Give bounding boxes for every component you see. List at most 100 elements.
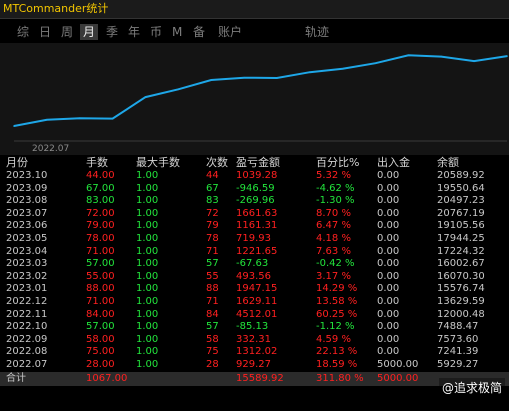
table-row[interactable]: 2022.11 84.00 1.00 84 4512.01 60.25 % 0.00 1200… bbox=[0, 309, 509, 322]
cell-count: 44 bbox=[206, 170, 219, 181]
cell-count: 71 bbox=[206, 295, 219, 307]
cell-month: 2022.11 bbox=[6, 308, 48, 320]
column-header[interactable]: 百分比% bbox=[316, 156, 360, 169]
table-total-row: 合计 1067.00 15589.92 311.80 % 5000.00 bbox=[0, 371, 509, 386]
cell-lots: 79.00 bbox=[86, 220, 115, 232]
cell-flow: 0.00 bbox=[377, 308, 400, 320]
cell-month: 2023.04 bbox=[6, 245, 48, 257]
tab-quarter[interactable]: 季 bbox=[106, 25, 119, 39]
watermark: @追求极简 bbox=[438, 378, 505, 397]
tab-account[interactable]: 账户 bbox=[218, 25, 243, 39]
cell-max-lots: 1.00 bbox=[136, 346, 159, 358]
table-row[interactable]: 2022.08 75.00 1.00 75 1312.02 22.13 % 0.00 7241… bbox=[0, 346, 509, 359]
total-pnl: 15589.92 bbox=[236, 372, 284, 384]
data-point bbox=[46, 118, 48, 121]
cell-pct: -4.62 % bbox=[316, 182, 355, 194]
column-header[interactable]: 最大手数 bbox=[136, 156, 180, 169]
table-row[interactable]: 2022.10 57.00 1.00 57 -85.13 -1.12 % 0.00 7488.… bbox=[0, 321, 509, 334]
cell-max-lots: 1.00 bbox=[136, 283, 159, 295]
app-title: MTCommander统计 bbox=[3, 2, 109, 15]
monthly-stats-table: 月份 手数 最大手数 次数 盈亏金额 百分比% 出入金 余额 2023.10 44.00 1.00… bbox=[0, 155, 509, 411]
cell-lots: 57.00 bbox=[86, 321, 115, 333]
cell-lots: 71.00 bbox=[86, 295, 115, 307]
tab-week[interactable]: 周 bbox=[61, 25, 74, 39]
table-row[interactable]: 2023.01 88.00 1.00 88 1947.15 14.29 % 0.00 1557… bbox=[0, 283, 509, 296]
table-row[interactable]: 2023.04 71.00 1.00 71 1221.65 7.63 % 0.00 17224… bbox=[0, 246, 509, 259]
cell-balance: 16070.30 bbox=[437, 270, 485, 282]
balance-series-line bbox=[13, 54, 508, 127]
column-header[interactable]: 余额 bbox=[437, 156, 459, 169]
cell-flow: 0.00 bbox=[377, 232, 400, 244]
table-row[interactable]: 2023.05 78.00 1.00 78 719.93 4.18 % 0.00 17944.… bbox=[0, 233, 509, 246]
cell-count: 88 bbox=[206, 283, 219, 295]
tab-month[interactable]: 月 bbox=[80, 24, 99, 40]
table-row[interactable]: 2022.09 58.00 1.00 58 332.31 4.59 % 0.00 7573.6… bbox=[0, 334, 509, 347]
cell-max-lots: 1.00 bbox=[136, 245, 159, 257]
cell-month: 2023.06 bbox=[6, 220, 48, 232]
table-row[interactable]: 2022.07 28.00 1.00 28 929.27 18.59 % 5000.00 59… bbox=[0, 359, 509, 372]
cell-balance: 20767.19 bbox=[437, 207, 485, 219]
table-row[interactable]: 2023.08 83.00 1.00 83 -269.96 -1.30 % 0.00 2049… bbox=[0, 195, 509, 208]
cell-pct: 14.29 % bbox=[316, 283, 358, 295]
column-header[interactable]: 次数 bbox=[206, 156, 228, 169]
cell-pnl: -67.63 bbox=[236, 258, 269, 270]
table-row[interactable]: 2023.06 79.00 1.00 79 1161.31 6.47 % 0.00 19105… bbox=[0, 220, 509, 233]
data-point bbox=[13, 125, 15, 127]
cell-max-lots: 1.00 bbox=[136, 195, 159, 207]
cell-pct: -0.42 % bbox=[316, 258, 355, 270]
cell-pnl: 332.31 bbox=[236, 333, 271, 345]
cell-pct: 4.18 % bbox=[316, 232, 351, 244]
tab-year[interactable]: 年 bbox=[128, 25, 141, 39]
column-header[interactable]: 盈亏金额 bbox=[236, 156, 280, 169]
column-header[interactable]: 出入金 bbox=[377, 156, 410, 169]
cell-pnl: 1039.28 bbox=[236, 170, 278, 181]
table-row[interactable]: 2022.12 71.00 1.00 71 1629.11 13.58 % 0.00 1362… bbox=[0, 296, 509, 309]
cell-pct: 5.32 % bbox=[316, 170, 351, 181]
cell-flow: 0.00 bbox=[377, 270, 400, 282]
tab-m[interactable]: M bbox=[172, 25, 183, 39]
column-header[interactable]: 月份 bbox=[6, 156, 28, 169]
cell-balance: 15576.74 bbox=[437, 283, 485, 295]
table-row[interactable]: 2023.07 72.00 1.00 72 1661.63 8.70 % 0.00 20767… bbox=[0, 208, 509, 221]
data-point bbox=[144, 96, 147, 98]
cell-lots: 72.00 bbox=[86, 207, 115, 219]
cell-lots: 88.00 bbox=[86, 283, 115, 295]
cell-balance: 7573.60 bbox=[437, 333, 479, 345]
tab-note[interactable]: 备 bbox=[193, 25, 206, 39]
tab-day[interactable]: 日 bbox=[39, 25, 52, 39]
cell-count: 67 bbox=[206, 182, 219, 194]
table-row[interactable]: 2023.10 44.00 1.00 44 1039.28 5.32 % 0.00 20589… bbox=[0, 170, 509, 183]
data-point bbox=[210, 79, 212, 81]
cell-count: 28 bbox=[206, 358, 219, 370]
table-row[interactable]: 2023.03 57.00 1.00 57 -67.63 -0.42 % 0.00 16002… bbox=[0, 258, 509, 271]
cell-pnl: 1161.31 bbox=[236, 220, 278, 232]
cell-pct: -1.30 % bbox=[316, 195, 355, 207]
cell-balance: 13629.59 bbox=[437, 295, 485, 307]
cell-month: 2022.12 bbox=[6, 295, 48, 307]
cell-count: 79 bbox=[206, 220, 219, 232]
cell-balance: 17944.25 bbox=[437, 232, 485, 244]
cell-max-lots: 1.00 bbox=[136, 170, 159, 181]
total-lots: 1067.00 bbox=[86, 372, 128, 384]
data-point bbox=[407, 54, 410, 57]
cell-month: 2023.05 bbox=[6, 232, 48, 244]
column-header[interactable]: 手数 bbox=[86, 156, 108, 169]
tab-currency[interactable]: 币 bbox=[150, 25, 163, 39]
cell-month: 2023.09 bbox=[6, 182, 48, 194]
cell-count: 84 bbox=[206, 308, 219, 320]
cell-flow: 0.00 bbox=[377, 295, 400, 307]
table-row[interactable]: 2023.09 67.00 1.00 67 -946.59 -4.62 % 0.00 1955… bbox=[0, 183, 509, 196]
table-row[interactable]: 2023.02 55.00 1.00 55 493.56 3.17 % 0.00 16070.… bbox=[0, 271, 509, 284]
cell-pnl: 1947.15 bbox=[236, 283, 278, 295]
cell-flow: 0.00 bbox=[377, 283, 400, 295]
cell-pct: 13.58 % bbox=[316, 295, 358, 307]
tab-track[interactable]: 轨迹 bbox=[305, 25, 330, 39]
cell-pnl: 1629.11 bbox=[236, 295, 278, 307]
cell-flow: 0.00 bbox=[377, 245, 400, 257]
cell-max-lots: 1.00 bbox=[136, 220, 159, 232]
tab-day-summary[interactable]: 综 bbox=[17, 25, 30, 39]
x-tick-label: 2022.07 bbox=[32, 144, 69, 154]
cell-lots: 28.00 bbox=[86, 358, 115, 370]
balance-line-chart: 2022.07 bbox=[13, 54, 508, 154]
cell-month: 2023.07 bbox=[6, 207, 48, 219]
